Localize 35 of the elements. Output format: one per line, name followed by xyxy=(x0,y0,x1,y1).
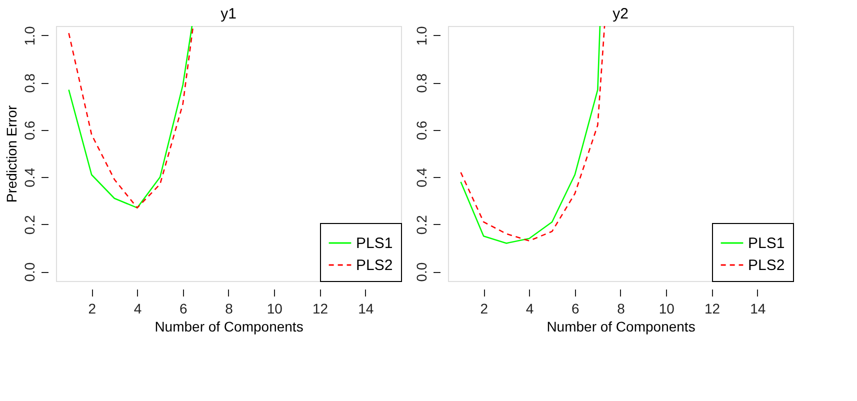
y-tick-label: 1.0 xyxy=(22,26,38,46)
x-tick-label: 8 xyxy=(617,300,626,316)
y-tick-label: 0.6 xyxy=(22,120,38,140)
x-tick-label: 4 xyxy=(526,300,534,316)
x-tick-label: 14 xyxy=(358,300,374,316)
y-tick-label: 0.6 xyxy=(414,120,430,140)
x-tick-label: 8 xyxy=(225,300,234,316)
x-tick-label: 10 xyxy=(266,300,283,316)
y-tick-label: 0.4 xyxy=(414,168,430,188)
x-tick-label: 12 xyxy=(704,300,720,316)
y-tick-label: 0.2 xyxy=(22,214,38,235)
chart-title: y1 xyxy=(220,6,236,23)
legend-label: PLS2 xyxy=(356,257,393,274)
x-tick-label: 2 xyxy=(88,300,96,316)
x-tick-label: 6 xyxy=(571,300,580,316)
y-tick-label: 0.0 xyxy=(414,262,430,282)
legend-label: PLS2 xyxy=(748,257,785,274)
y-tick-label: 0.8 xyxy=(22,73,38,93)
x-axis-title: Number of Components xyxy=(154,318,304,334)
y-tick-label: 0.2 xyxy=(414,214,430,235)
chart-title: y2 xyxy=(612,6,628,23)
y-tick-label: 0.0 xyxy=(22,262,38,282)
x-tick-label: 6 xyxy=(179,300,188,316)
x-tick-label: 12 xyxy=(312,300,328,316)
legend-label: PLS1 xyxy=(748,235,785,252)
x-tick-label: 4 xyxy=(134,300,142,316)
legend-label: PLS1 xyxy=(356,235,393,252)
x-tick-label: 2 xyxy=(480,300,488,316)
y-tick-label: 0.4 xyxy=(22,168,38,188)
y-axis-title: Prediction Error xyxy=(4,105,20,203)
x-tick-label: 10 xyxy=(658,300,675,316)
x-axis-title: Number of Components xyxy=(546,318,696,334)
x-tick-label: 14 xyxy=(750,300,766,316)
y-tick-label: 1.0 xyxy=(414,26,430,46)
y-tick-label: 0.8 xyxy=(414,73,430,93)
